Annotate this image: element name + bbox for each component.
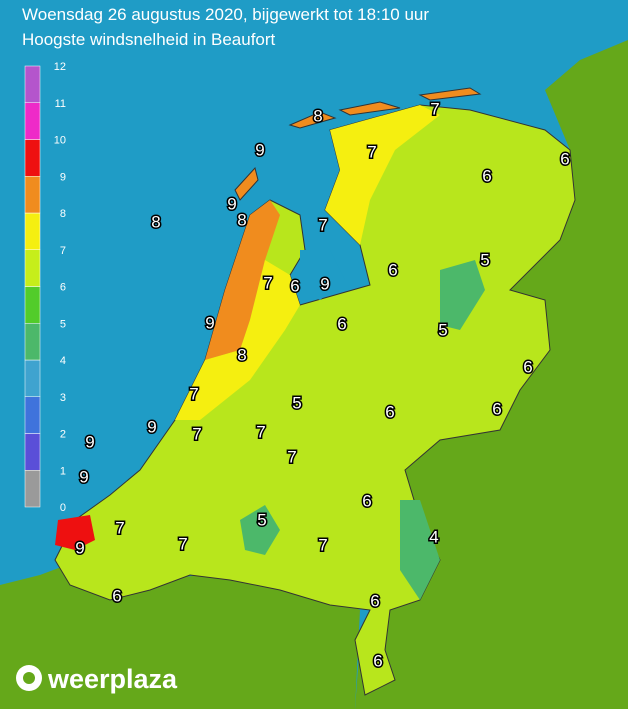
west-zone bbox=[175, 260, 300, 420]
legend-swatch bbox=[24, 470, 41, 508]
wind-label: 5 bbox=[292, 393, 301, 412]
wind-label: 9 bbox=[205, 313, 214, 332]
logo: weerplaza bbox=[16, 664, 178, 694]
wind-label: 6 bbox=[482, 166, 491, 185]
wind-label: 8 bbox=[237, 345, 246, 364]
wind-label: 7 bbox=[115, 518, 124, 537]
north-zone bbox=[325, 105, 440, 245]
subtitle: Hoogste windsnelheid in Beaufort bbox=[22, 30, 276, 49]
wind-label: 7 bbox=[318, 215, 327, 234]
wind-label: 9 bbox=[227, 194, 236, 213]
legend-label: 6 bbox=[60, 282, 66, 294]
wind-label: 6 bbox=[492, 399, 501, 418]
wind-label: 9 bbox=[255, 140, 264, 159]
legend-swatch bbox=[24, 323, 41, 361]
title: Woensdag 26 augustus 2020, bijgewerkt to… bbox=[22, 5, 429, 24]
belgium bbox=[0, 560, 360, 709]
germany bbox=[355, 40, 628, 709]
wind-label: 9 bbox=[79, 467, 88, 486]
legend-label: 4 bbox=[60, 355, 66, 367]
logo-icon-inner bbox=[23, 672, 35, 684]
legend-swatch bbox=[24, 139, 41, 177]
island bbox=[234, 166, 259, 201]
legend-swatch bbox=[24, 249, 41, 287]
wind-label: 9 bbox=[75, 538, 84, 557]
legend-label: 8 bbox=[60, 208, 66, 220]
legend-swatch bbox=[24, 396, 41, 434]
wind-label: 8 bbox=[237, 210, 246, 229]
wind-label: 8 bbox=[313, 106, 322, 125]
wind-label: 6 bbox=[112, 586, 121, 605]
legend-swatch bbox=[24, 212, 41, 250]
wind-label: 6 bbox=[337, 314, 346, 333]
high-zone bbox=[55, 515, 95, 550]
wind-label: 5 bbox=[480, 250, 489, 269]
legend-label: 5 bbox=[60, 318, 66, 330]
legend-swatch bbox=[24, 359, 41, 397]
wind-label: 6 bbox=[385, 402, 394, 421]
coast-zone bbox=[205, 200, 280, 360]
legend-label: 12 bbox=[54, 61, 66, 73]
low-zone bbox=[400, 500, 440, 600]
legend-label: 7 bbox=[60, 245, 66, 257]
legend-label: 2 bbox=[60, 429, 66, 441]
legend-label: 9 bbox=[60, 171, 66, 183]
wind-label: 7 bbox=[287, 447, 296, 466]
legend-label: 3 bbox=[60, 392, 66, 404]
wind-label: 6 bbox=[560, 149, 569, 168]
legend-swatch bbox=[24, 176, 41, 214]
logo-text: weerplaza bbox=[47, 664, 178, 694]
legend-swatch bbox=[24, 102, 41, 140]
wind-label: 7 bbox=[367, 142, 376, 161]
legend-swatch bbox=[24, 286, 41, 324]
wind-label: 9 bbox=[320, 274, 329, 293]
wind-label: 6 bbox=[523, 357, 532, 376]
wind-label: 7 bbox=[178, 534, 187, 553]
wind-label: 8 bbox=[151, 212, 160, 231]
wind-label: 7 bbox=[430, 99, 439, 118]
wind-label: 6 bbox=[370, 591, 379, 610]
wind-label: 7 bbox=[318, 535, 327, 554]
legend-label: 1 bbox=[60, 465, 66, 477]
islands bbox=[288, 87, 482, 129]
legend-label: 0 bbox=[60, 502, 66, 514]
legend-swatch bbox=[24, 433, 41, 471]
low-zone bbox=[440, 260, 485, 330]
wind-label: 7 bbox=[256, 422, 265, 441]
wind-label: 5 bbox=[257, 510, 266, 529]
low-zone bbox=[240, 505, 280, 555]
wind-label: 6 bbox=[290, 276, 299, 295]
legend-label: 11 bbox=[55, 98, 66, 110]
legend-swatch bbox=[24, 65, 41, 103]
wind-label: 9 bbox=[85, 432, 94, 451]
legend-label: 10 bbox=[54, 135, 66, 147]
wind-label: 7 bbox=[192, 424, 201, 443]
wind-label: 6 bbox=[388, 260, 397, 279]
wind-label: 4 bbox=[429, 527, 438, 546]
wind-label: 5 bbox=[438, 320, 447, 339]
wind-label: 6 bbox=[362, 491, 371, 510]
wind-label: 7 bbox=[189, 384, 198, 403]
lake bbox=[300, 250, 345, 300]
wind-label: 6 bbox=[373, 651, 382, 670]
wind-label: 7 bbox=[263, 273, 272, 292]
wind-label: 9 bbox=[147, 417, 156, 436]
